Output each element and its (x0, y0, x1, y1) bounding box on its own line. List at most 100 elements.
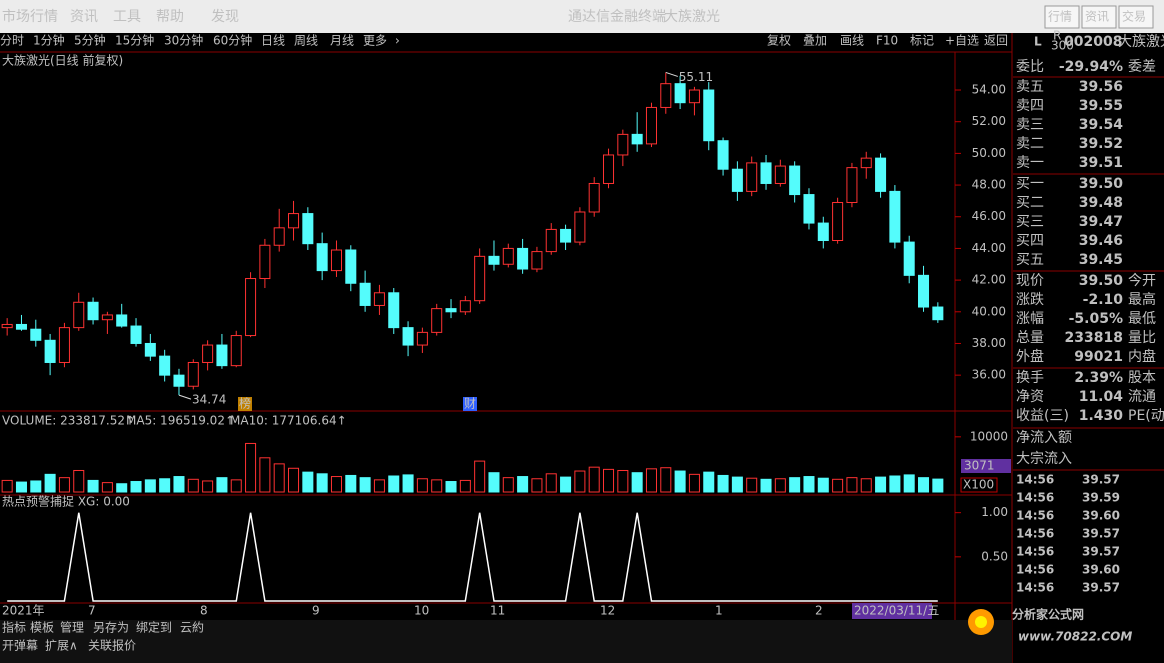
volume-bar (259, 457, 271, 493)
bottom-tab[interactable]: 指标 (2, 620, 26, 635)
menu-button-label[interactable]: 交易 (1122, 9, 1146, 24)
tick-price: 39.57 (1082, 527, 1120, 541)
logo-url: www.70822.COM (1018, 630, 1132, 644)
candle-body (889, 190, 901, 243)
candle-body (431, 308, 443, 333)
ask-value: 39.51 (1079, 155, 1123, 171)
chart-title: 大族激光(日线 前复权) (2, 53, 123, 68)
event-marker-label[interactable]: 财 (464, 397, 476, 411)
stat-next: 今开 (1128, 273, 1156, 289)
volume-legend: MA5: 196519.02↑ (126, 414, 235, 428)
menu-item[interactable]: 市场行情 (2, 8, 58, 25)
candle-body (187, 361, 199, 387)
volume-bar (173, 476, 185, 493)
y-tick-label: 10000 (970, 429, 1008, 443)
volume-bar (789, 477, 801, 493)
bottom-button[interactable]: 扩展∧ (45, 639, 78, 653)
candle-body (760, 162, 772, 184)
stat-label: 涨幅 (1016, 311, 1044, 327)
candle-body (617, 133, 629, 156)
bottom-tab[interactable]: 模板 (30, 621, 54, 635)
candle-body (488, 255, 500, 265)
date-label: 9 (312, 604, 320, 618)
stat-next: 内盘 (1128, 348, 1156, 365)
candle-body (545, 228, 557, 253)
candle-body (202, 344, 214, 363)
volume-bar (889, 475, 901, 493)
menu-button[interactable] (1081, 5, 1117, 29)
volume-bar (58, 477, 70, 493)
action-button[interactable]: 复权 (767, 34, 791, 48)
ask-label: 卖四 (1016, 98, 1044, 114)
bid-label: 买三 (1016, 214, 1044, 230)
volume-bar (746, 477, 758, 493)
low-annotation: 34.74 (192, 393, 226, 407)
action-button[interactable]: +自选 (945, 34, 979, 48)
bottom-tab[interactable]: 另存为 (93, 621, 129, 635)
event-marker[interactable] (238, 397, 252, 411)
y-tick-label: 0.50 (981, 549, 1008, 563)
period-tab[interactable]: 1分钟 (33, 33, 65, 48)
action-button[interactable]: 返回 (984, 34, 1008, 48)
volume-bar (932, 478, 944, 493)
action-button[interactable]: 标记 (910, 34, 934, 48)
period-tab[interactable]: 30分钟 (164, 33, 203, 48)
menu-item[interactable]: 资讯 (70, 9, 98, 25)
period-tab[interactable]: 日线 (261, 34, 285, 48)
event-marker-label[interactable]: 榜 (239, 396, 251, 411)
ask-value: 39.52 (1079, 136, 1123, 152)
period-tab[interactable]: 更多 (363, 34, 387, 48)
candle-body (789, 165, 801, 196)
candle-body (173, 374, 185, 387)
y-tick-label: 46.00 (972, 209, 1006, 223)
bid-value: 39.46 (1079, 233, 1123, 249)
tick-time: 14:56 (1016, 473, 1054, 487)
event-marker[interactable] (463, 397, 477, 411)
ask-label: 卖三 (1016, 117, 1044, 133)
period-tab[interactable]: 月线 (330, 34, 354, 48)
menu-button[interactable] (1118, 5, 1154, 29)
ask-value: 39.54 (1079, 117, 1124, 133)
menu-item[interactable]: 工具 (113, 9, 141, 25)
period-tab[interactable]: 5分钟 (74, 33, 106, 48)
action-button[interactable]: 画线 (840, 34, 864, 48)
volume-bar (560, 476, 572, 493)
volume-legend: MA10: 177106.64↑ (230, 414, 347, 428)
menu-button[interactable] (1044, 5, 1080, 29)
candle-body (245, 278, 257, 337)
bottom-tab[interactable]: 管理 (60, 620, 84, 635)
ask-value: 39.56 (1079, 79, 1123, 95)
date-label: 1 (715, 604, 723, 618)
volume-bar (703, 471, 715, 493)
volume-bar (445, 481, 457, 493)
bottom-tab[interactable]: 绑定到 (136, 620, 172, 635)
period-tab[interactable]: 分时 (0, 34, 24, 48)
bottom-button[interactable]: 关联报价 (88, 638, 136, 653)
volume-bar (359, 477, 371, 493)
tick-time: 14:56 (1016, 563, 1054, 577)
date-label: 7 (88, 604, 96, 618)
period-tab[interactable]: 15分钟 (115, 33, 154, 48)
menu-item[interactable]: 帮助 (156, 9, 184, 25)
menu-button-label[interactable]: 资讯 (1085, 10, 1109, 24)
period-tab[interactable]: 周线 (294, 34, 318, 48)
candle-body (302, 213, 314, 245)
menu-button-label[interactable]: 行情 (1048, 10, 1072, 24)
volume-bar (574, 470, 586, 493)
bottom-tab[interactable]: 云約 (180, 620, 204, 635)
unit-box (960, 477, 998, 493)
volume-bar (817, 477, 829, 493)
menu-item[interactable]: 发现 (211, 9, 239, 25)
action-button[interactable]: F10 (876, 34, 898, 48)
bottom-button[interactable]: 开弹幕 (2, 639, 38, 653)
action-button[interactable]: 叠加 (803, 34, 827, 48)
candle-body (316, 243, 328, 272)
volume-bar (545, 473, 557, 493)
stat-label: 涨跌 (1016, 292, 1044, 308)
period-tab[interactable]: › (395, 34, 400, 48)
wei-value: -29.94% (1059, 59, 1123, 75)
stat-label: 净资 (1016, 389, 1044, 405)
period-tab[interactable]: 60分钟 (213, 33, 252, 48)
flow-label: 净流入额 (1016, 430, 1072, 446)
